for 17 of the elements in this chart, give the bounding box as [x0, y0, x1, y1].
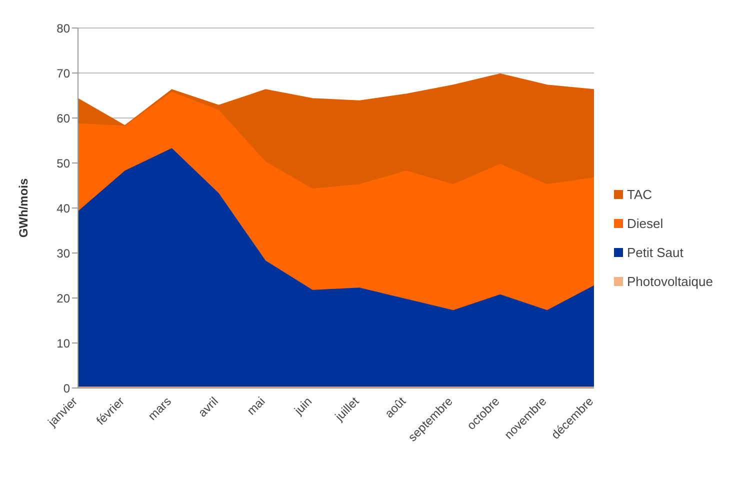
- y-tick-label: 20: [56, 291, 70, 306]
- legend-label: Photovoltaique: [626, 274, 713, 289]
- x-tick-label: mai: [244, 394, 268, 418]
- y-tick-label: 30: [56, 246, 70, 260]
- x-tick-label: août: [382, 394, 409, 421]
- y-tick-label: 10: [56, 336, 70, 350]
- x-tick-label: juin: [290, 394, 315, 418]
- legend-label: TAC: [626, 187, 652, 202]
- legend-label: Diesel: [626, 216, 664, 231]
- y-axis-title: GWh/mois: [16, 178, 30, 238]
- y-tick-label: 0: [63, 381, 70, 396]
- y-tick-label: 50: [56, 156, 70, 170]
- y-tick-label: 60: [56, 111, 70, 126]
- y-tick-label: 70: [56, 66, 70, 80]
- y-tick-label: 80: [56, 21, 70, 36]
- legend-label: Petit Saut: [626, 245, 684, 260]
- y-tick-label: 40: [56, 201, 70, 216]
